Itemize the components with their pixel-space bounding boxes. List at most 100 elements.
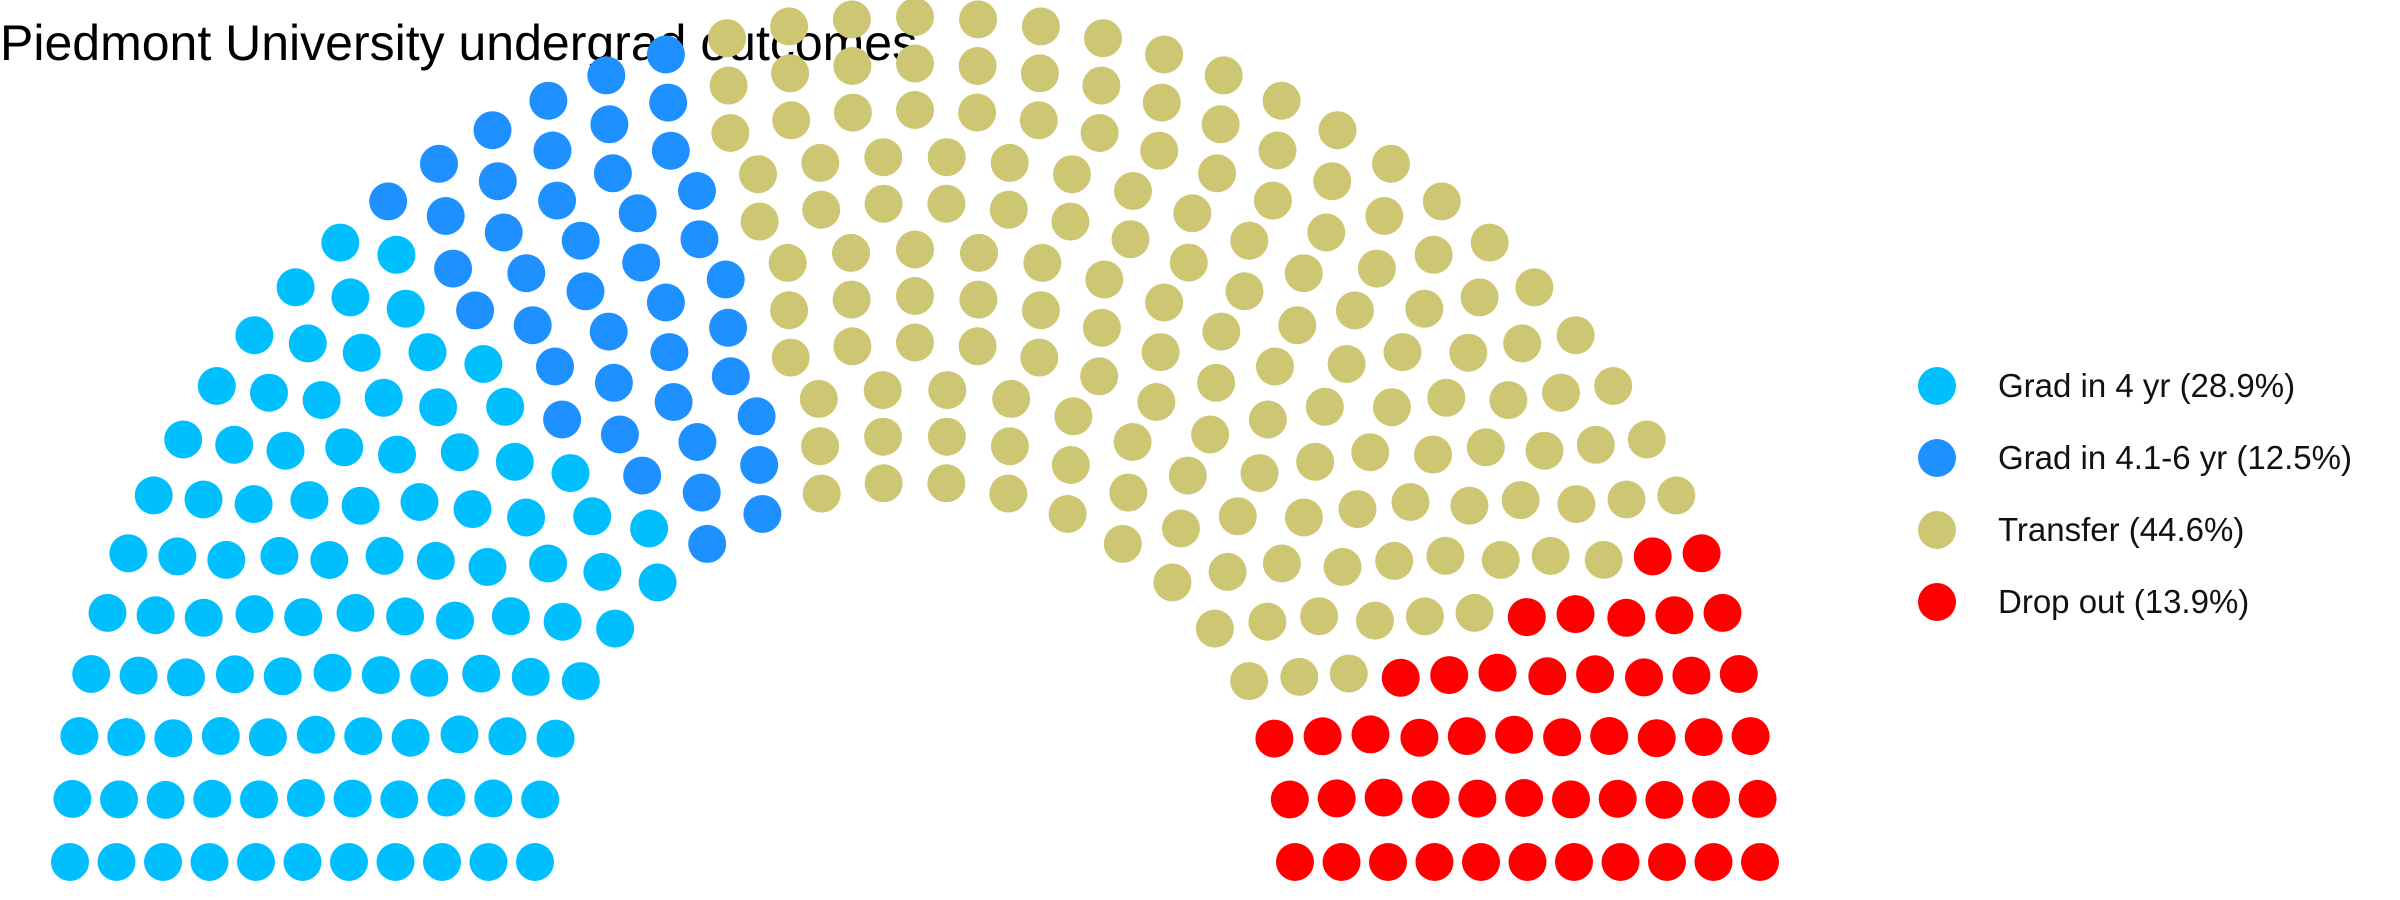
seat-dot-grad-4yr <box>361 656 400 695</box>
seat-dot-drop-out <box>1543 718 1582 757</box>
seat-dot-transfer <box>1327 345 1366 383</box>
seat-dot-grad-4yr <box>321 223 360 262</box>
seat-dot-grad-4yr <box>290 481 329 520</box>
seat-dot-grad-4yr <box>97 843 136 881</box>
seat-dot-drop-out <box>1430 656 1469 695</box>
seat-dot-transfer <box>927 464 966 503</box>
seat-dot-drop-out <box>1270 780 1309 819</box>
seat-dot-transfer <box>1414 435 1452 474</box>
seat-dot-transfer <box>771 338 810 377</box>
seat-dot-transfer <box>1208 552 1247 591</box>
seat-dot-transfer <box>1556 316 1595 355</box>
seat-dot-drop-out <box>1648 843 1686 881</box>
seat-dot-transfer <box>1383 333 1422 372</box>
seat-dot-grad-6yr <box>649 83 688 122</box>
seat-dot-transfer <box>1372 144 1410 183</box>
seat-dot-drop-out <box>1637 719 1676 758</box>
seat-dot-transfer <box>1657 476 1696 515</box>
seat-dot-grad-4yr <box>154 719 193 758</box>
seat-dot-drop-out <box>1645 780 1684 819</box>
seat-dot-drop-out <box>1694 843 1733 881</box>
seat-dot-transfer <box>1262 81 1301 120</box>
seat-dot-grad-4yr <box>436 601 474 640</box>
seat-dot-grad-4yr <box>573 497 612 536</box>
legend-item-drop-out: Drop out (13.9%) <box>1918 566 2352 638</box>
seat-dot-transfer <box>1501 481 1540 520</box>
seat-dot-transfer <box>1218 497 1257 536</box>
seat-dot-transfer <box>1021 7 1060 46</box>
seat-dot-grad-6yr <box>678 423 717 461</box>
seat-dot-grad-4yr <box>440 715 479 754</box>
seat-dot-transfer <box>1019 101 1058 140</box>
seat-dot-transfer <box>1173 194 1212 233</box>
seat-dot-transfer <box>1258 131 1297 170</box>
seat-dot-grad-4yr <box>551 454 590 493</box>
seat-dot-transfer <box>708 19 746 58</box>
seat-dot-grad-4yr <box>134 476 173 515</box>
seat-dot-transfer <box>1356 601 1394 640</box>
seat-dot-grad-6yr <box>737 397 776 436</box>
seat-dot-grad-6yr <box>600 415 639 454</box>
seat-dot-grad-4yr <box>146 780 185 819</box>
seat-dot-transfer <box>896 230 934 269</box>
seat-dot-transfer <box>1145 283 1184 322</box>
seat-dot-grad-6yr <box>646 283 685 322</box>
seat-dot-grad-4yr <box>100 780 138 819</box>
seat-dot-grad-4yr <box>408 333 447 372</box>
seat-dot-grad-6yr <box>623 456 662 495</box>
seat-dot-grad-4yr <box>296 715 335 754</box>
seat-dot-grad-4yr <box>416 541 455 580</box>
seat-dot-grad-6yr <box>654 383 693 421</box>
seat-dot-transfer <box>739 155 777 194</box>
legend-label-grad-4yr: Grad in 4 yr (28.9%) <box>1998 367 2296 404</box>
seat-dot-transfer <box>990 427 1029 466</box>
seat-dot-grad-6yr <box>622 243 661 282</box>
seat-dot-transfer <box>1426 536 1465 575</box>
seat-dot-grad-4yr <box>596 609 635 648</box>
seat-dot-grad-4yr <box>507 498 546 537</box>
seat-dot-grad-4yr <box>207 540 246 579</box>
seat-dot-transfer <box>896 44 934 83</box>
seat-dot-grad-4yr <box>144 843 182 881</box>
seat-dot-transfer <box>1248 602 1287 641</box>
seat-dot-drop-out <box>1276 843 1314 881</box>
seat-dot-grad-4yr <box>342 333 381 372</box>
seat-dot-transfer <box>1230 662 1269 701</box>
seat-dot-drop-out <box>1507 598 1546 637</box>
seat-dot-transfer <box>832 233 870 272</box>
seat-dot-transfer <box>864 138 903 177</box>
seat-dot-grad-4yr <box>215 655 254 694</box>
seat-dot-grad-6yr <box>590 105 629 144</box>
seat-dot-grad-6yr <box>743 495 782 533</box>
legend-item-grad-4yr: Grad in 4 yr (28.9%) <box>1918 350 2352 422</box>
seat-dot-grad-6yr <box>420 144 458 183</box>
seat-dot-drop-out <box>1555 843 1593 881</box>
seat-dot-transfer <box>802 190 841 229</box>
legend-swatch-grad-4yr <box>1918 367 1956 405</box>
seat-dot-transfer <box>1201 105 1240 144</box>
seat-dot-grad-6yr <box>589 312 628 351</box>
seat-dot-grad-4yr <box>235 316 274 355</box>
seat-dot-grad-4yr <box>344 717 383 756</box>
seat-dot-transfer <box>896 0 934 36</box>
seat-dot-grad-6yr <box>587 56 626 95</box>
seat-dot-drop-out <box>1364 778 1403 817</box>
seat-dot-grad-4yr <box>260 536 299 575</box>
seat-dot-drop-out <box>1505 779 1544 817</box>
seat-dot-grad-4yr <box>427 778 466 817</box>
seat-dot-transfer <box>928 371 967 410</box>
seat-dot-grad-6yr <box>740 446 779 484</box>
seat-dot-grad-4yr <box>235 595 274 634</box>
seat-dot-grad-4yr <box>136 596 175 635</box>
seat-dot-drop-out <box>1741 843 1779 881</box>
seat-dot-transfer <box>1054 397 1093 436</box>
seat-dot-grad-4yr <box>378 435 416 474</box>
seat-dot-drop-out <box>1655 596 1694 635</box>
seat-dot-drop-out <box>1255 719 1294 758</box>
seat-dot-transfer <box>802 474 841 513</box>
seat-dot-transfer <box>1372 388 1411 427</box>
seat-dot-transfer <box>1202 312 1241 351</box>
seat-dot-drop-out <box>1598 779 1637 818</box>
seat-dot-grad-6yr <box>688 524 727 563</box>
seat-dot-drop-out <box>1528 657 1567 696</box>
